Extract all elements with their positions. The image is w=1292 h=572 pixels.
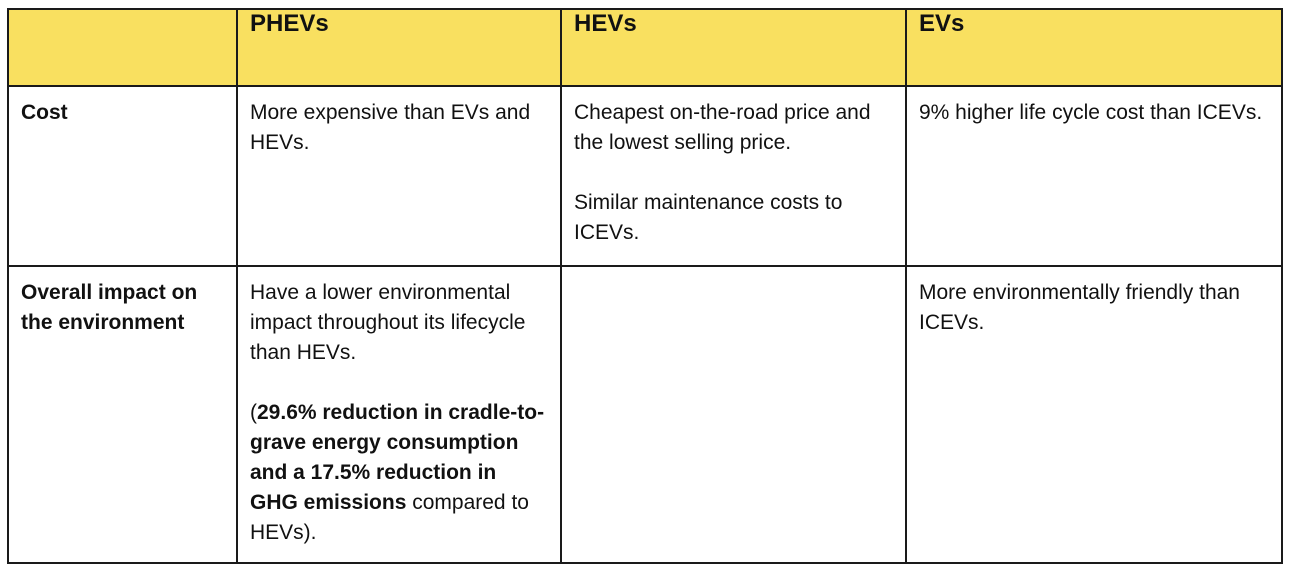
row-label-cell-cost: Cost (7, 85, 238, 267)
row-label-cost: Cost (21, 101, 68, 124)
cell-environment-evs: More environmentally friendly than ICEVs… (905, 265, 1283, 564)
cell-environment-evs-text: More environmentally friendly than ICEVs… (919, 281, 1240, 334)
cell-cost-phevs-text: More expensive than EVs and HEVs. (250, 101, 531, 154)
cell-environment-hevs (560, 265, 907, 564)
cell-cost-hevs-text-1: Cheapest on-the-road price and the lowes… (574, 101, 871, 154)
paren-open: ( (250, 401, 257, 424)
header-evs: EVs (905, 8, 1283, 87)
row-label-environment: Overall impact on the environment (21, 281, 198, 334)
header-hevs-label: HEVs (574, 10, 637, 37)
cell-cost-phevs: More expensive than EVs and HEVs. (236, 85, 562, 267)
paren-close-text: compared to HEVs). (250, 491, 529, 544)
table-row-environment: Overall impact on the environment Have a… (7, 265, 1283, 564)
header-phevs: PHEVs (236, 8, 562, 87)
emissions-stat-bold: 29.6% reduction in cradle-to-grave energ… (250, 401, 545, 514)
header-row: PHEVs HEVs EVs (7, 8, 1283, 87)
header-evs-label: EVs (919, 10, 965, 37)
cell-cost-hevs-text-2: Similar maintenance costs to ICEVs. (574, 191, 843, 244)
cell-environment-phevs-text-1: Have a lower environmental impact throug… (250, 281, 526, 364)
cell-cost-evs: 9% higher life cycle cost than ICEVs. (905, 85, 1283, 267)
row-label-cell-environment: Overall impact on the environment (7, 265, 238, 564)
header-hevs: HEVs (560, 8, 907, 87)
header-corner-text (9, 10, 236, 14)
comparison-table: PHEVs HEVs EVs Cost More expensive than … (7, 8, 1283, 564)
cell-environment-phevs-text-2: (29.6% reduction in cradle-to-grave ener… (250, 398, 546, 548)
header-phevs-label: PHEVs (250, 10, 329, 37)
cell-environment-phevs: Have a lower environmental impact throug… (236, 265, 562, 564)
header-corner-cell (7, 8, 238, 87)
cell-cost-hevs: Cheapest on-the-road price and the lowes… (560, 85, 907, 267)
cell-cost-evs-text: 9% higher life cycle cost than ICEVs. (919, 101, 1263, 124)
table-row-cost: Cost More expensive than EVs and HEVs. C… (7, 85, 1283, 267)
